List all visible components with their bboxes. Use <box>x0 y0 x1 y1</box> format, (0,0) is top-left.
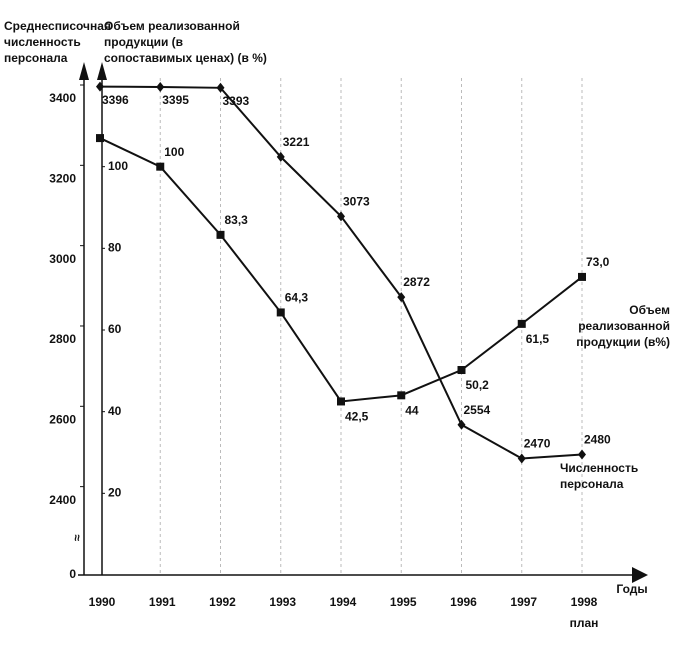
data-label: 2872 <box>403 275 430 289</box>
series-label: Объем реализованной продукции (в%) <box>576 303 670 349</box>
data-point <box>156 162 165 171</box>
x-axis-title: Годы <box>616 582 647 596</box>
y-tick-label: 0 <box>69 567 76 581</box>
x-tick-label: 1990 <box>89 595 116 609</box>
data-label: 100 <box>164 145 184 159</box>
data-label: 44 <box>405 404 419 418</box>
y-tick-label: 3200 <box>49 171 76 185</box>
data-label: 2470 <box>524 437 551 451</box>
x-tick-label: 1993 <box>269 595 296 609</box>
data-point <box>216 230 225 239</box>
data-label: 42,5 <box>345 410 369 424</box>
data-label: 3396 <box>102 93 129 107</box>
data-point <box>578 272 586 281</box>
data-point <box>96 81 104 92</box>
data-label: 3221 <box>283 135 310 149</box>
y2-axis-arrow <box>97 62 107 80</box>
y2-tick-label: 80 <box>108 241 122 255</box>
x-tick-label: 1991 <box>149 595 176 609</box>
y-tick-label: 3000 <box>49 252 76 266</box>
data-point <box>457 419 466 430</box>
x-tick-label: 1995 <box>390 595 417 609</box>
data-label: 3393 <box>223 94 250 108</box>
data-point <box>156 82 165 93</box>
data-label: 50,2 <box>466 378 490 392</box>
data-point <box>337 397 345 406</box>
data-label: 3395 <box>162 93 189 107</box>
x-tick-label: 1996 <box>450 595 477 609</box>
y2-tick-label: 100 <box>108 159 128 173</box>
y2-tick-label: 60 <box>108 322 122 336</box>
x-tick-label: 1997 <box>510 595 537 609</box>
x-axis-arrow <box>632 567 648 583</box>
data-point <box>276 308 285 317</box>
y-axis-arrow <box>79 62 89 80</box>
data-point <box>96 134 104 143</box>
y-tick-label: 2600 <box>49 412 76 426</box>
data-label: 61,5 <box>526 332 550 346</box>
data-point <box>397 292 406 303</box>
x-tick-label: 1994 <box>330 595 357 609</box>
y2-tick-label: 40 <box>108 404 122 418</box>
series-label: Численность персонала <box>560 461 639 491</box>
data-point <box>216 82 225 93</box>
data-label: 3073 <box>343 195 370 209</box>
x-tick-label: 1992 <box>209 595 236 609</box>
data-point <box>337 211 345 222</box>
y2-axis-title: Объем реализованной продукции (в сопоста… <box>104 19 267 65</box>
data-point <box>517 453 526 464</box>
data-point <box>578 449 586 460</box>
data-point <box>276 151 285 162</box>
y-axis-title: Среднесписочная численность персонала <box>4 19 111 65</box>
x-tick-label: 1998 <box>571 595 598 609</box>
data-label: 83,3 <box>225 213 249 227</box>
y-tick-label: 2800 <box>49 332 76 346</box>
data-label: 73,0 <box>586 255 610 269</box>
data-point <box>397 391 406 400</box>
x-note: план <box>570 616 599 630</box>
data-point <box>517 319 526 328</box>
data-point <box>457 366 466 375</box>
data-label: 2554 <box>464 403 491 417</box>
axis-break: ≈ <box>70 534 84 541</box>
y-tick-label: 2400 <box>49 493 76 507</box>
data-label: 64,3 <box>285 291 309 305</box>
y2-tick-label: 20 <box>108 486 122 500</box>
y-tick-label: 3400 <box>49 91 76 105</box>
data-label: 2480 <box>584 433 611 447</box>
